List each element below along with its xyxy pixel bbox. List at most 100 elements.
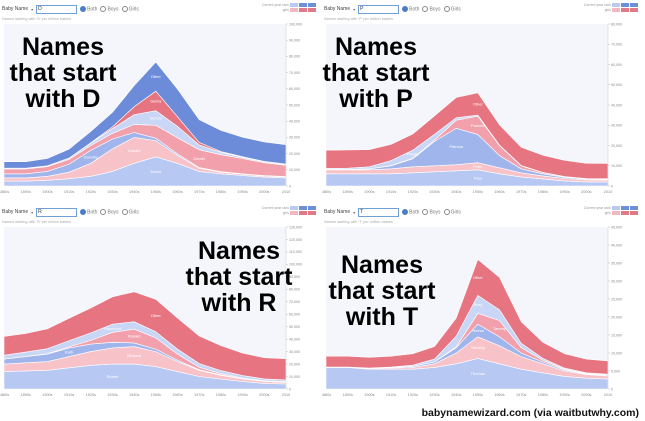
option-both[interactable]: Both [402, 5, 419, 12]
control-box[interactable] [299, 211, 307, 215]
source-credit: babynamewizard.com (via waitbutwhy.com) [421, 407, 639, 419]
control-box[interactable] [290, 8, 298, 12]
x-tick-label: 1880s [0, 393, 9, 397]
y-tick-label: 70,000 [289, 71, 300, 75]
x-tick-label: 1970s [516, 190, 526, 194]
control-box[interactable] [612, 211, 620, 215]
control-box[interactable] [290, 3, 298, 7]
control-box[interactable] [299, 8, 307, 12]
headline-r: Names that start with R [176, 238, 302, 316]
series-label: Phyllis [407, 152, 419, 157]
control-label: girls [282, 211, 289, 215]
y-tick-label: 30,000 [289, 350, 300, 354]
series-label: Other [151, 313, 162, 318]
control-box[interactable] [621, 8, 629, 12]
x-tick-label: 1920s [86, 190, 96, 194]
x-tick-label: 1990s [559, 190, 569, 194]
option-label: Boys [429, 209, 441, 216]
y-tick-label: 70,000 [289, 300, 300, 304]
option-label: Boys [107, 209, 119, 216]
name-input[interactable]: T [358, 207, 400, 217]
headline-line: that start [9, 59, 117, 87]
y-tick-label: 35,000 [611, 261, 622, 265]
y-tick-label: 60,000 [611, 63, 622, 67]
series-label: Terry [473, 302, 482, 307]
dropdown-caret-icon[interactable]: ▾ [31, 6, 34, 12]
control-box[interactable] [299, 206, 307, 210]
dropdown-caret-icon[interactable]: ▾ [31, 209, 34, 215]
y-tick-label: 45,000 [611, 225, 622, 229]
option-boys[interactable]: Boys [100, 208, 119, 216]
toolbar: Baby Name ▾ D Both Boys Girls [2, 3, 139, 15]
control-box[interactable] [621, 206, 629, 210]
y-tick-label: 20,000 [611, 315, 622, 319]
control-box[interactable] [290, 206, 298, 210]
option-boys[interactable]: Boys [422, 208, 441, 216]
x-tick-label: 2000s [259, 190, 269, 194]
y-tick-label: 80,000 [289, 288, 300, 292]
chart-subtitle: Names starting with 'D' per million babi… [2, 17, 72, 21]
control-box[interactable] [308, 3, 316, 7]
x-tick-label: 1900s [42, 393, 52, 397]
x-tick-label: 1920s [408, 190, 418, 194]
y-tick-label: 90,000 [289, 39, 300, 43]
control-box[interactable] [630, 211, 638, 215]
name-input[interactable]: R [36, 207, 78, 217]
x-tick-label: 1940s [129, 190, 139, 194]
control-box[interactable] [308, 211, 316, 215]
option-both[interactable]: Both [80, 5, 97, 12]
control-box[interactable] [612, 3, 620, 7]
x-tick-label: 1910s [386, 190, 396, 194]
control-box[interactable] [630, 3, 638, 7]
option-girls[interactable]: Girls [121, 208, 139, 215]
x-tick-label: 1880s [0, 190, 9, 194]
series-label: Paul [474, 175, 482, 180]
name-input[interactable]: P [358, 4, 400, 14]
option-both[interactable]: Both [402, 208, 420, 216]
headline-line: with T [345, 303, 419, 331]
option-both[interactable]: Both [80, 208, 97, 215]
control-box[interactable] [621, 3, 629, 7]
control-box[interactable] [621, 211, 629, 215]
x-tick-label: 1930s [429, 393, 439, 397]
control-box[interactable] [630, 8, 638, 12]
series-label: Teresa [472, 328, 485, 333]
name-input[interactable]: D [36, 4, 78, 14]
x-tick-label: 2000s [259, 393, 269, 397]
control-box[interactable] [308, 206, 316, 210]
control-box[interactable] [630, 206, 638, 210]
radio-icon [443, 5, 450, 12]
chart-panel-t: Thomas Timothy Teresa Tammy Terry Other 45,000… [322, 203, 642, 403]
control-box[interactable] [612, 206, 620, 210]
x-tick-label: 1910s [386, 393, 396, 397]
control-box[interactable] [308, 8, 316, 12]
x-tick-label: 1950s [473, 393, 483, 397]
y-tick-label: 60,000 [289, 313, 300, 317]
display-controls: Current year rank girls [584, 3, 638, 12]
option-girls[interactable]: Girls [443, 5, 461, 12]
option-boys[interactable]: Boys [100, 5, 119, 12]
control-box[interactable] [612, 8, 620, 12]
y-tick-label: 30,000 [289, 136, 300, 140]
x-tick-label: 1960s [494, 393, 504, 397]
option-boys[interactable]: Boys [422, 5, 441, 12]
y-tick-label: 50,000 [289, 103, 300, 107]
control-label: girls [604, 8, 611, 12]
series-label: Other [473, 275, 484, 280]
option-label: Both [409, 209, 420, 216]
option-girls[interactable]: Girls [443, 208, 461, 216]
x-tick-label: 1930s [107, 190, 117, 194]
option-label: Girls [450, 209, 461, 216]
series-label: Debra [150, 99, 162, 104]
control-box[interactable] [290, 211, 298, 215]
dropdown-caret-icon[interactable]: ▾ [353, 6, 356, 12]
headline-line: that start [322, 59, 430, 87]
control-box[interactable] [299, 3, 307, 7]
headline-line: Names [335, 33, 417, 61]
series-label: Timothy [471, 345, 485, 350]
area-chart: Paul Peter Patricia Pamela Phyllis Other 80,00… [322, 22, 622, 194]
option-girls[interactable]: Girls [121, 5, 139, 12]
dropdown-caret-icon[interactable]: ▾ [353, 209, 356, 215]
x-tick-label: 1910s [64, 393, 74, 397]
series-label: Donald [128, 148, 141, 153]
